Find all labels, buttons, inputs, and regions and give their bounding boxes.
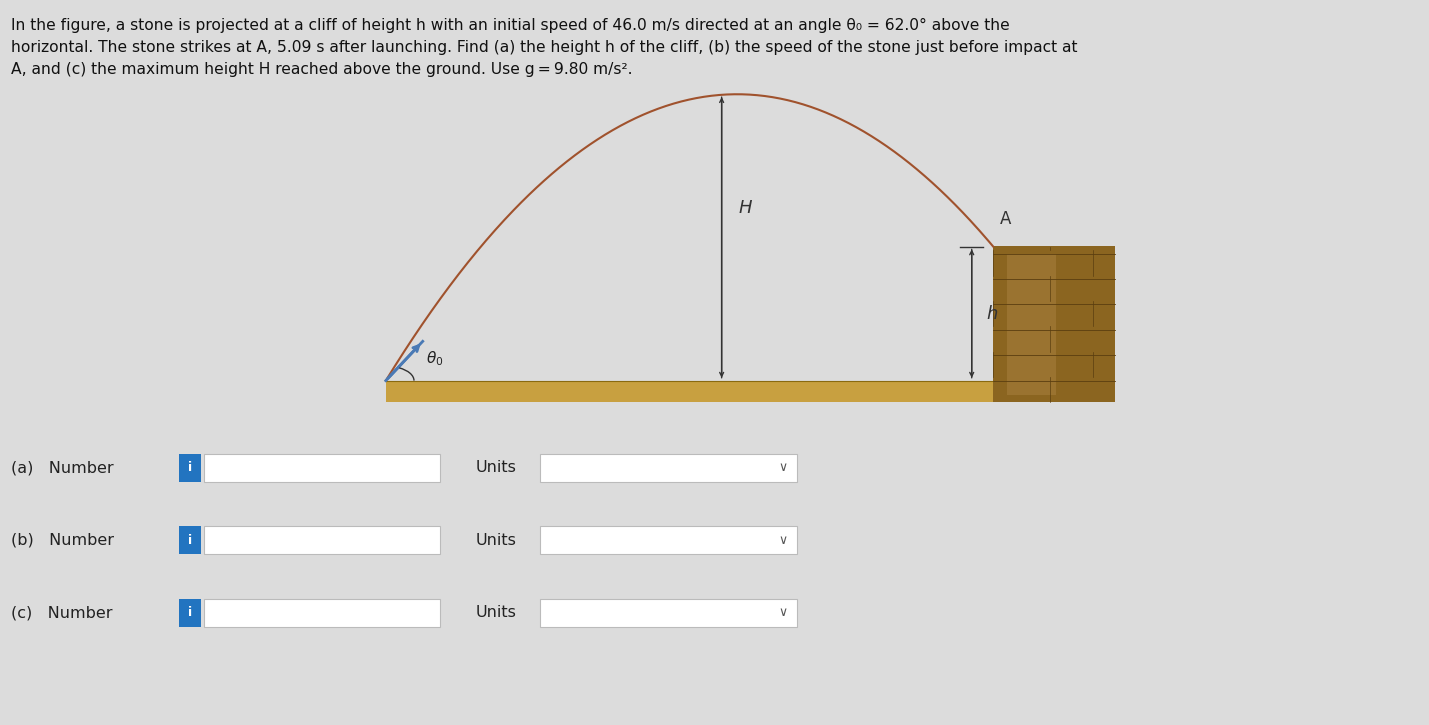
Text: Units: Units	[476, 460, 517, 475]
Text: (a)   Number: (a) Number	[11, 460, 114, 475]
Bar	[179, 599, 201, 626]
Bar	[1007, 254, 1056, 395]
Text: Units: Units	[476, 605, 517, 620]
Bar	[204, 526, 440, 554]
Bar	[179, 526, 201, 554]
Text: i: i	[189, 461, 191, 474]
Text: ∨: ∨	[779, 461, 787, 474]
Bar	[540, 526, 797, 554]
Text: (b)   Number: (b) Number	[11, 533, 114, 547]
Text: H: H	[739, 199, 752, 218]
Text: horizontal. The stone strikes at A, 5.09 s after launching. Find (a) the height : horizontal. The stone strikes at A, 5.09…	[11, 40, 1077, 55]
Text: ∨: ∨	[779, 534, 787, 547]
Text: In the figure, a stone is projected at a cliff of height h with an initial speed: In the figure, a stone is projected at a…	[11, 18, 1010, 33]
Text: $\theta_0$: $\theta_0$	[426, 349, 443, 368]
Text: i: i	[189, 534, 191, 547]
Text: (c)   Number: (c) Number	[11, 605, 113, 620]
Bar	[540, 454, 797, 481]
Text: h: h	[986, 304, 997, 323]
Text: i: i	[189, 606, 191, 619]
Bar	[386, 381, 993, 402]
Bar	[540, 599, 797, 626]
Bar	[179, 454, 201, 481]
Bar	[204, 599, 440, 626]
Text: A: A	[1000, 210, 1012, 228]
Text: ∨: ∨	[779, 606, 787, 619]
Bar	[993, 247, 1115, 402]
Bar	[204, 454, 440, 481]
Text: Units: Units	[476, 533, 517, 547]
Text: A, and (c) the maximum height H reached above the ground. Use g = 9.80 m/s².: A, and (c) the maximum height H reached …	[11, 62, 633, 77]
